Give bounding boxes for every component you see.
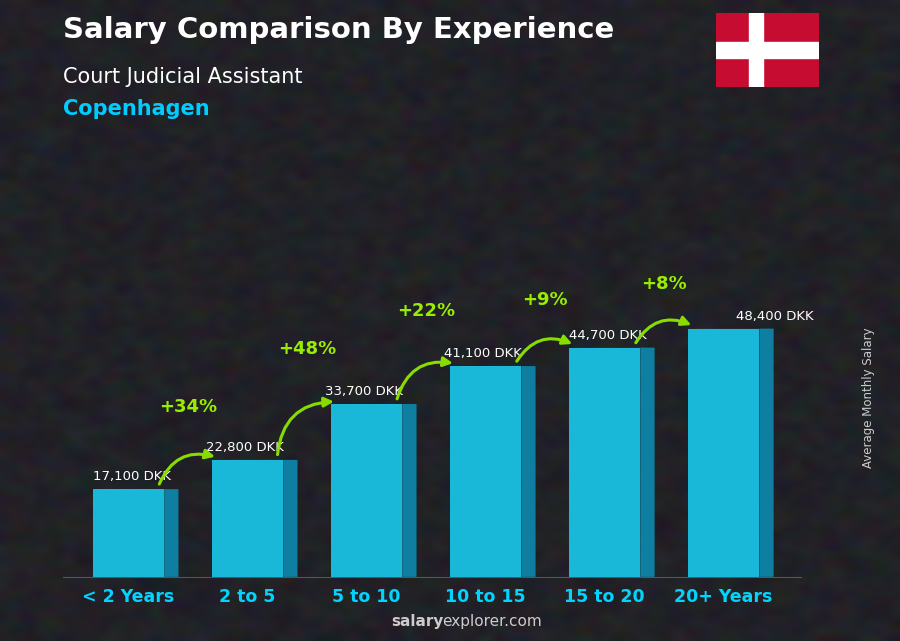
Polygon shape: [760, 329, 774, 577]
Text: +22%: +22%: [397, 302, 455, 320]
Polygon shape: [640, 347, 654, 577]
Text: +34%: +34%: [159, 399, 217, 417]
Bar: [749, 13, 763, 87]
Text: 48,400 DKK: 48,400 DKK: [735, 310, 814, 322]
Text: 44,700 DKK: 44,700 DKK: [569, 329, 646, 342]
Text: 33,700 DKK: 33,700 DKK: [325, 385, 403, 398]
Bar: [569, 347, 640, 577]
Text: 17,100 DKK: 17,100 DKK: [93, 470, 171, 483]
Bar: [450, 366, 521, 577]
Text: Copenhagen: Copenhagen: [63, 99, 210, 119]
Polygon shape: [164, 489, 178, 577]
Bar: [93, 489, 164, 577]
Bar: [331, 404, 402, 577]
Text: explorer.com: explorer.com: [442, 615, 542, 629]
Text: Salary Comparison By Experience: Salary Comparison By Experience: [63, 16, 614, 44]
Polygon shape: [402, 404, 417, 577]
Polygon shape: [521, 366, 535, 577]
Bar: [688, 329, 760, 577]
Bar: [716, 42, 819, 58]
Bar: [212, 460, 284, 577]
Text: Average Monthly Salary: Average Monthly Salary: [862, 327, 875, 468]
Text: +48%: +48%: [278, 340, 336, 358]
Text: 41,100 DKK: 41,100 DKK: [444, 347, 522, 360]
Text: +8%: +8%: [641, 275, 687, 293]
Polygon shape: [284, 460, 298, 577]
Text: +9%: +9%: [522, 291, 568, 309]
Text: salary: salary: [392, 615, 444, 629]
Text: 22,800 DKK: 22,800 DKK: [206, 441, 284, 454]
Text: Court Judicial Assistant: Court Judicial Assistant: [63, 67, 302, 87]
